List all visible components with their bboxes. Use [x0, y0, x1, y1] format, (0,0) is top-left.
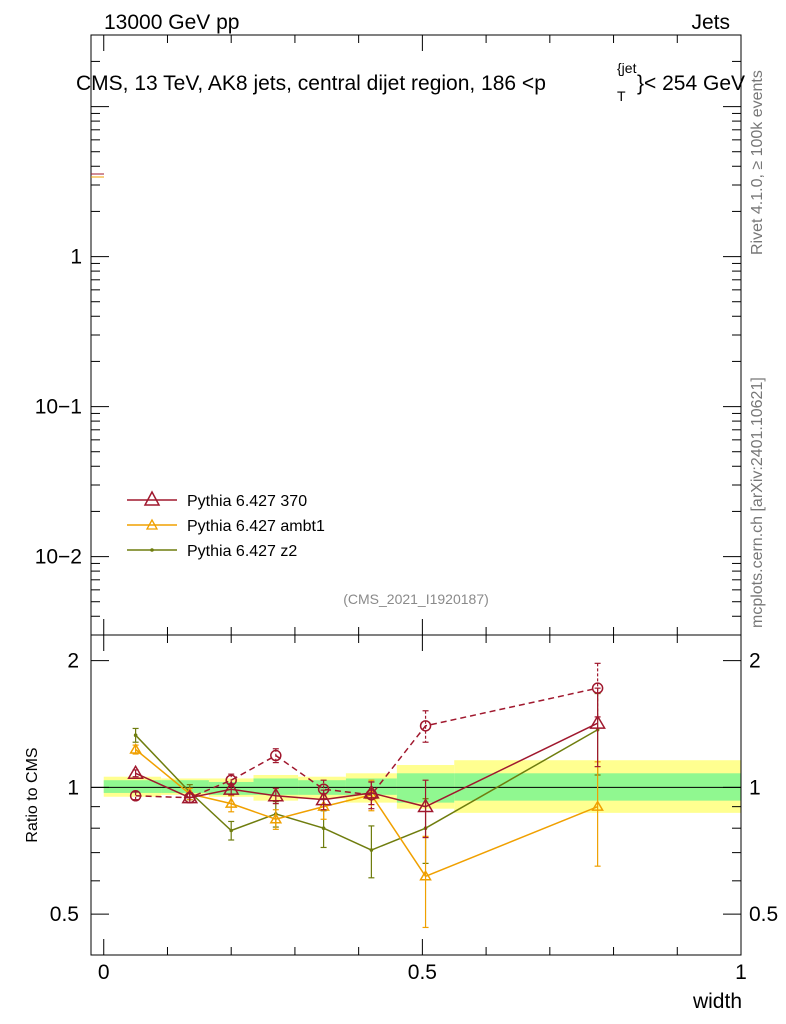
- ratio-marker-dot: [369, 848, 374, 852]
- ratio-y-tick-label-left: 0.5: [50, 903, 79, 926]
- ratio-y-tick-label-right: 2: [749, 650, 761, 673]
- ratio-marker-dot: [133, 733, 138, 738]
- ratio-marker-circle: [591, 682, 604, 694]
- ratio-marker-triangle: [222, 780, 240, 795]
- ratio-marker-circle: [225, 774, 237, 786]
- ratio-series: [127, 662, 606, 929]
- header-energy-label: 13000 GeV pp: [104, 11, 239, 34]
- main-y-tick-label: 1: [70, 246, 82, 269]
- ratio-marker-triangle: [589, 714, 606, 729]
- ratio-y-tick-label-left: 1: [67, 776, 79, 799]
- plot-title-superscript: {jet: [617, 60, 637, 76]
- plot-title-main: CMS, 13 TeV, AK8 jets, central dijet reg…: [76, 72, 546, 95]
- legend-entry-label: Pythia 6.427 370: [187, 493, 307, 510]
- legend-marker-triangle: [143, 490, 161, 506]
- rivet-version-label: Rivet 4.1.0, ≥ 100k events: [749, 70, 766, 255]
- ratio-y-tick-label-right: 0.5: [749, 903, 778, 926]
- ratio-panel-frame: [90, 634, 742, 956]
- legend-marker-triangle: [145, 518, 159, 530]
- legend-entry-label: Pythia 6.427 z2: [187, 543, 297, 560]
- band-inner-segment: [103, 780, 162, 793]
- ratio-y-axis-label: Ratio to CMS: [24, 747, 41, 842]
- ratio-marker-triangle: [267, 787, 285, 802]
- ratio-marker-triangle: [417, 798, 434, 813]
- legend-entry-label: Pythia 6.427 ambt1: [187, 518, 325, 535]
- ratio-marker-triangle: [419, 869, 432, 881]
- ratio-marker-triangle: [315, 791, 332, 806]
- ratio-marker-dot: [321, 826, 326, 830]
- ratio-marker-triangle: [127, 764, 144, 779]
- main-y-ticks: [91, 34, 741, 636]
- plot-title-subscript: T: [617, 88, 626, 104]
- plot-title: CMS, 13 TeV, AK8 jets, central dijet reg…: [76, 60, 745, 104]
- ratio-y-tick-label-left: 2: [67, 650, 79, 673]
- main-y-tick-label: 10−2: [35, 546, 82, 569]
- ratio-marker-triangle: [591, 800, 604, 811]
- ratio-ticks: [91, 35, 742, 955]
- ratio-marker-triangle: [224, 797, 238, 808]
- ratio-y-tick-label-right: 1: [749, 776, 761, 799]
- ratio-panel: 0.5 0.5 1 1 2 2 0 0.5 1 Ratio to CMS width: [24, 35, 778, 1013]
- ratio-series-line: [135, 687, 598, 799]
- ratio-marker-triangle: [129, 743, 142, 754]
- ratio-series-2: [129, 743, 604, 929]
- mcplots-label: mcplots.cern.ch [arXiv:2401.10621]: [749, 377, 766, 628]
- ratio-marker-circle: [317, 783, 330, 795]
- ratio-marker-circle: [184, 791, 196, 804]
- analysis-watermark: (CMS_2021_I1920187): [343, 591, 489, 607]
- x-axis-label: width: [692, 990, 742, 1013]
- main-y-tick-label: 10−1: [35, 396, 82, 419]
- main-panel: 10−2 10−1 1 (CMS_2021_I1920187) Pythia 6.4…: [35, 34, 742, 636]
- main-y-tick-labels: 10−2 10−1 1: [35, 246, 82, 569]
- ratio-marker-circle: [129, 790, 142, 802]
- legend-marker-dot: [150, 548, 154, 552]
- plot-title-tail: }< 254 GeV: [637, 72, 745, 95]
- x-tick-label: 0: [98, 961, 110, 984]
- x-tick-label: 0.5: [408, 961, 437, 984]
- ratio-marker-circle: [270, 749, 282, 762]
- ratio-series-line: [135, 722, 598, 808]
- ratio-series-0: [129, 662, 604, 810]
- ratio-marker-dot: [229, 828, 233, 833]
- x-tick-label: 1: [735, 961, 747, 984]
- ratio-marker-circle: [365, 789, 378, 801]
- band-inner-segment: [253, 778, 299, 795]
- ratio-marker-triangle: [269, 812, 283, 824]
- header-jets-label: Jets: [691, 11, 730, 34]
- ratio-series-line: [135, 729, 598, 851]
- legend: Pythia 6.427 370 Pythia 6.427 ambt1 Pythia…: [127, 490, 325, 560]
- ratio-tick-labels: 0.5 0.5 1 1 2 2 0 0.5 1: [50, 650, 778, 984]
- ratio-marker-circle: [419, 720, 432, 732]
